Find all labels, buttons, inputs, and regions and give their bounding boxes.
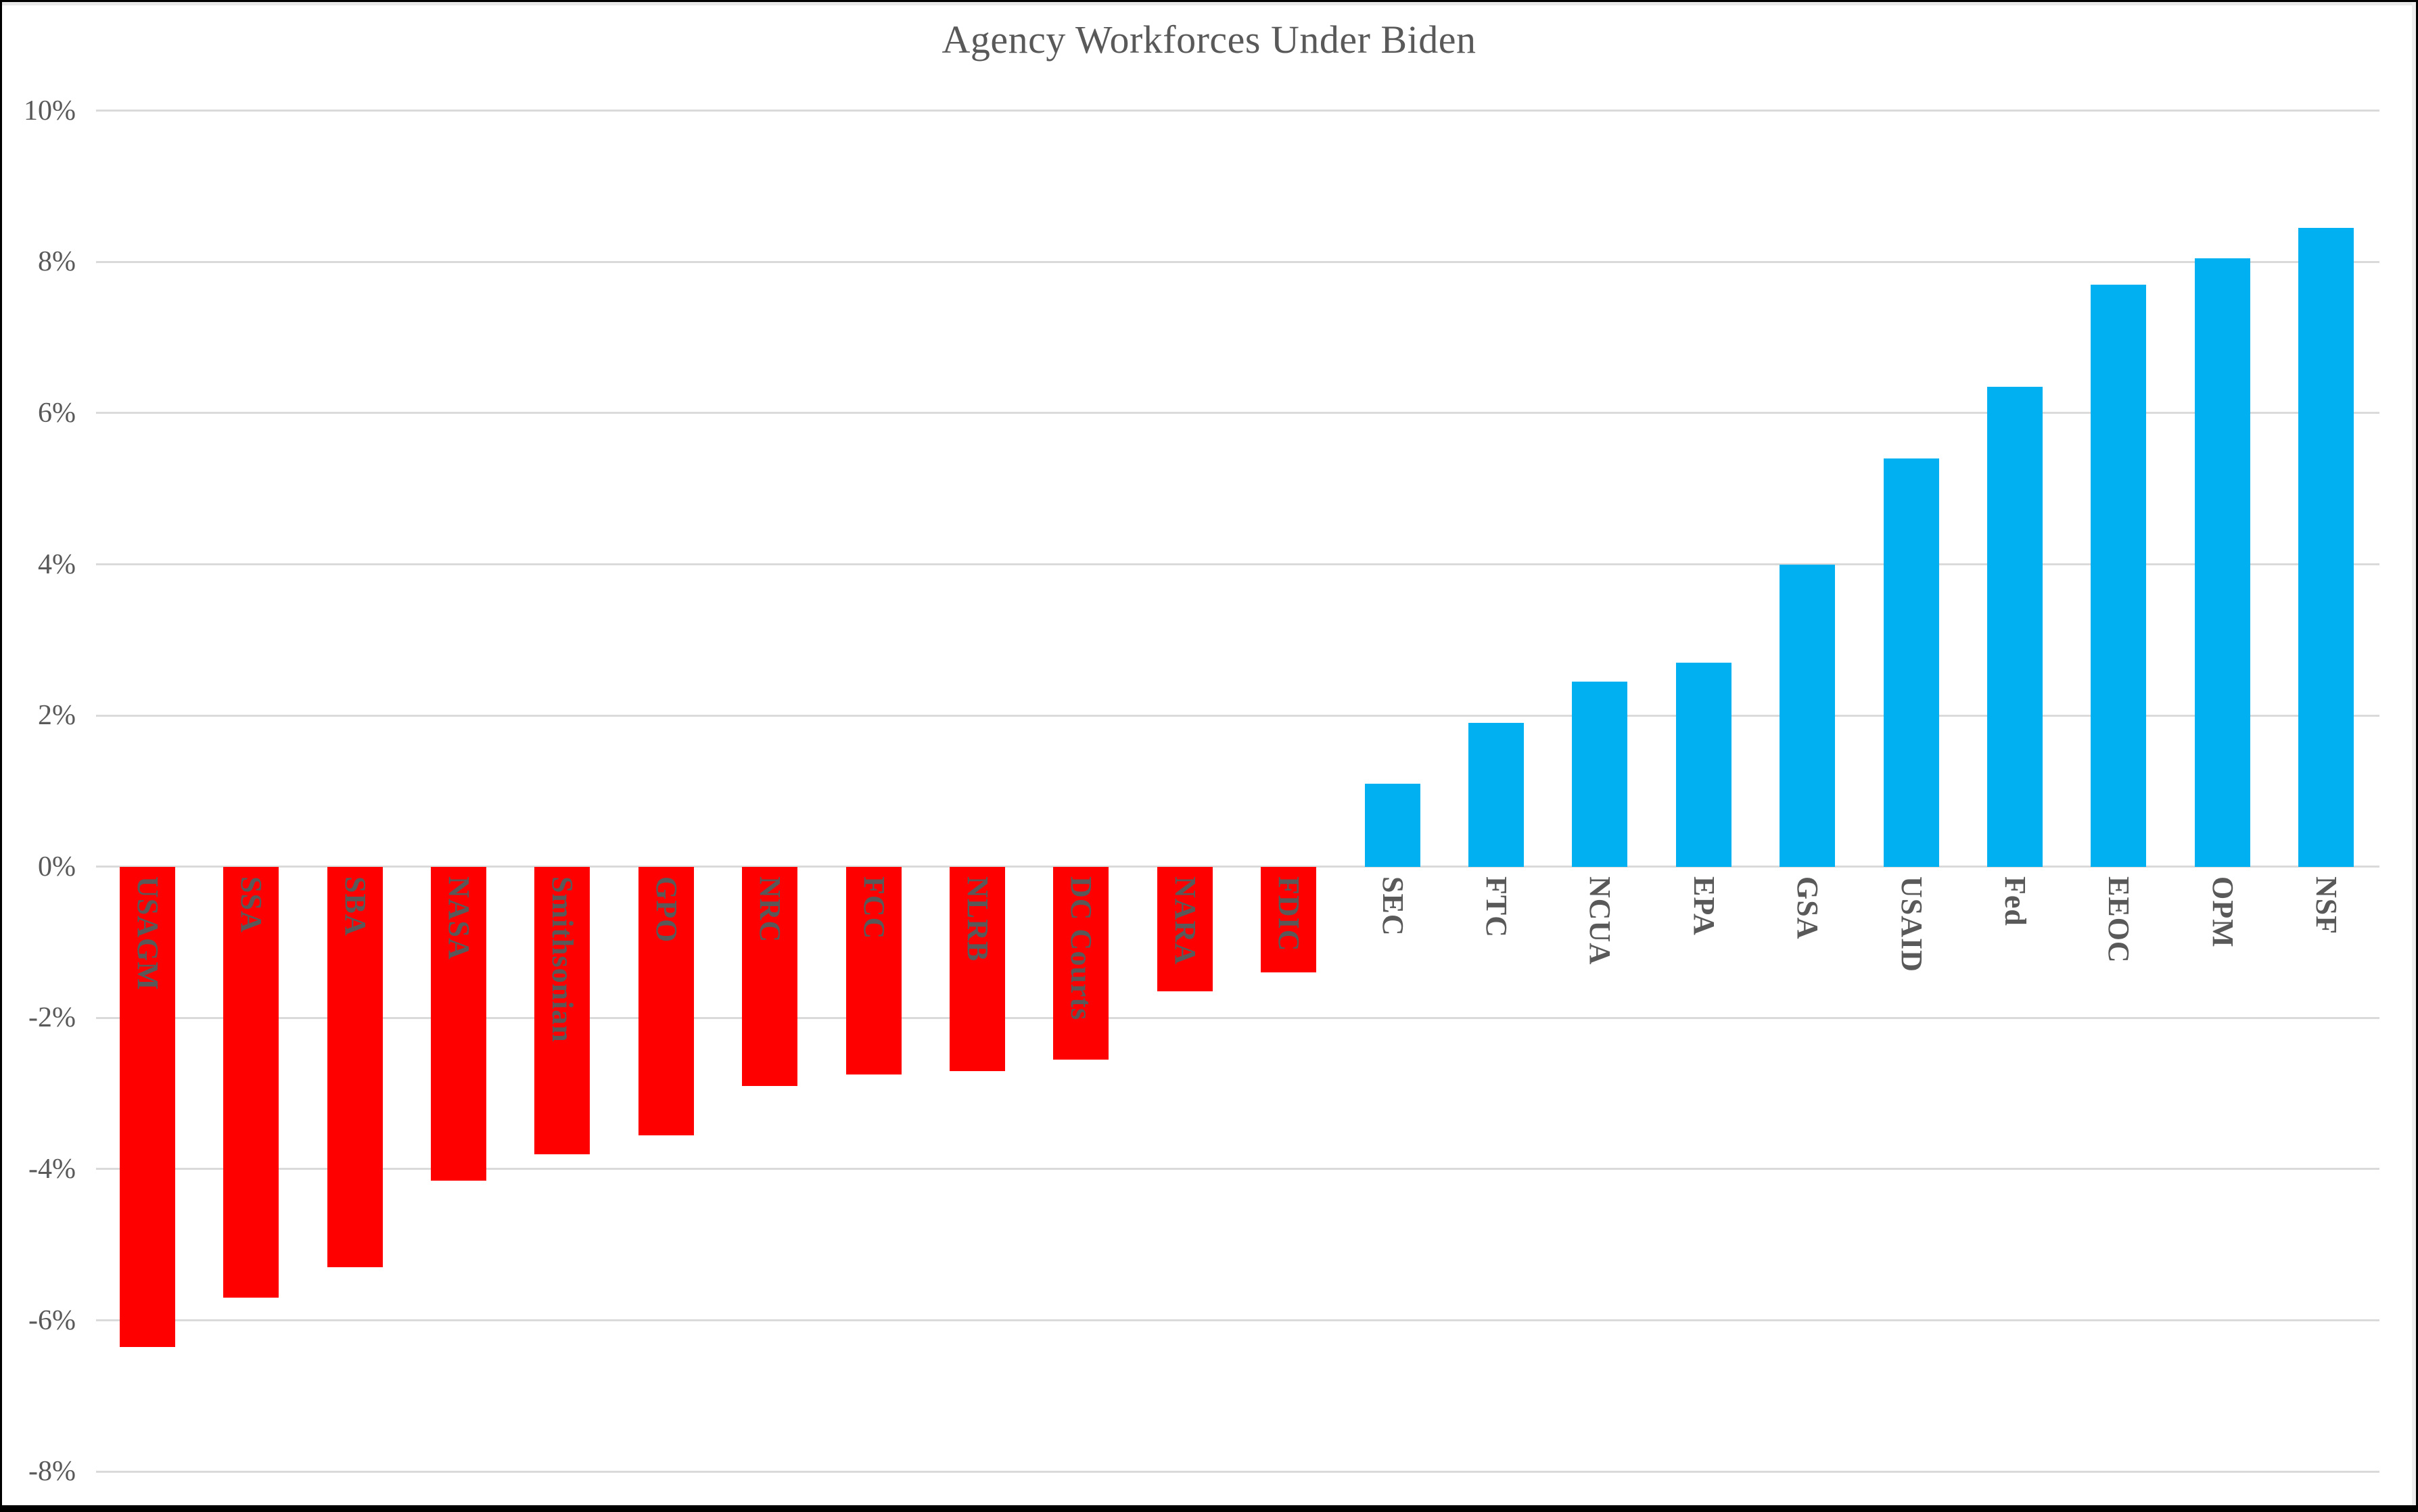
- bar-sec: [1364, 783, 1420, 867]
- bar-label-nsf: NSF: [2310, 876, 2344, 935]
- bar-dc-courts: [1053, 866, 1109, 1060]
- bar-nara: [1157, 866, 1213, 992]
- gridline: [96, 110, 2379, 112]
- bar-label-sec: SEC: [1376, 876, 1410, 937]
- gridline: [96, 1319, 2379, 1321]
- bar-gpo: [638, 866, 694, 1135]
- gridline: [96, 412, 2379, 415]
- y-axis-tick-label: -6%: [28, 1304, 76, 1336]
- bar-fdic: [1261, 866, 1317, 973]
- bar-usaid: [1883, 458, 1939, 867]
- bar-label-gpo: GPO: [649, 876, 683, 943]
- bar-usagm: [119, 866, 175, 1347]
- bar-label-nara: NARA: [1168, 876, 1202, 965]
- bar-smithsonian: [534, 866, 590, 1154]
- bar-label-usagm: USAGM: [131, 876, 164, 991]
- bar-label-fdic: FDIC: [1272, 876, 1306, 952]
- bar-opm: [2194, 258, 2250, 867]
- bar-label-gsa: GSA: [1791, 876, 1825, 940]
- chart-title: Agency Workforces Under Biden: [941, 18, 1477, 62]
- bar-ftc: [1468, 723, 1524, 867]
- y-axis-tick-label: -4%: [28, 1153, 76, 1185]
- gridline: [96, 1168, 2379, 1171]
- bar-label-nrc: NRC: [753, 876, 787, 943]
- bar-label-nlrb: NLRB: [960, 876, 994, 962]
- gridline: [96, 563, 2379, 565]
- bar-label-ftc: FTC: [1479, 876, 1513, 938]
- bar-label-opm: OPM: [2206, 876, 2239, 948]
- y-axis-tick-label: 8%: [38, 246, 76, 278]
- bar-epa: [1675, 662, 1731, 867]
- bar-label-ncua: NCUA: [1583, 876, 1617, 965]
- bar-label-nasa: NASA: [442, 876, 475, 960]
- bar-label-usaid: USAID: [1894, 876, 1928, 972]
- bar-label-fcc: FCC: [857, 876, 891, 940]
- bar-label-sba: SBA: [338, 876, 372, 937]
- y-axis-tick-label: 6%: [38, 397, 76, 429]
- y-axis-tick-label: 4%: [38, 548, 76, 580]
- gridline: [96, 1016, 2379, 1019]
- bar-label-smithsonian: Smithsonian: [546, 876, 580, 1043]
- bar-eeoc: [2091, 284, 2147, 867]
- gridline: [96, 714, 2379, 717]
- gridline: [96, 1470, 2379, 1473]
- bar-nasa: [430, 866, 486, 1181]
- bar-fed: [1986, 386, 2043, 867]
- bar-label-dc-courts: DC Courts: [1065, 876, 1098, 1020]
- y-axis-tick-label: -8%: [28, 1456, 76, 1488]
- bar-gsa: [1780, 564, 1836, 867]
- bar-ssa: [223, 866, 279, 1298]
- bar-label-epa: EPA: [1687, 876, 1721, 936]
- gridline: [96, 260, 2379, 263]
- y-axis-tick-label: 10%: [24, 95, 76, 126]
- bar-nsf: [2298, 227, 2354, 867]
- bar-label-eeoc: EEOC: [2102, 876, 2136, 964]
- y-axis-tick-label: 0%: [38, 851, 76, 882]
- bar-label-ssa: SSA: [235, 876, 269, 933]
- bar-fcc: [845, 866, 902, 1075]
- bar-label-fed: Fed: [1998, 876, 2032, 926]
- bar-nlrb: [949, 866, 1005, 1071]
- y-axis-tick-label: 2%: [38, 700, 76, 732]
- bar-ncua: [1572, 681, 1628, 867]
- frame-inner-strip-right: [2412, 2, 2416, 1505]
- frame-inner-strip-top: [2, 2, 2416, 5]
- y-axis-tick-label: -2%: [28, 1002, 76, 1034]
- gridline: [96, 866, 2379, 868]
- bar-nrc: [742, 866, 798, 1086]
- bar-sba: [327, 866, 383, 1268]
